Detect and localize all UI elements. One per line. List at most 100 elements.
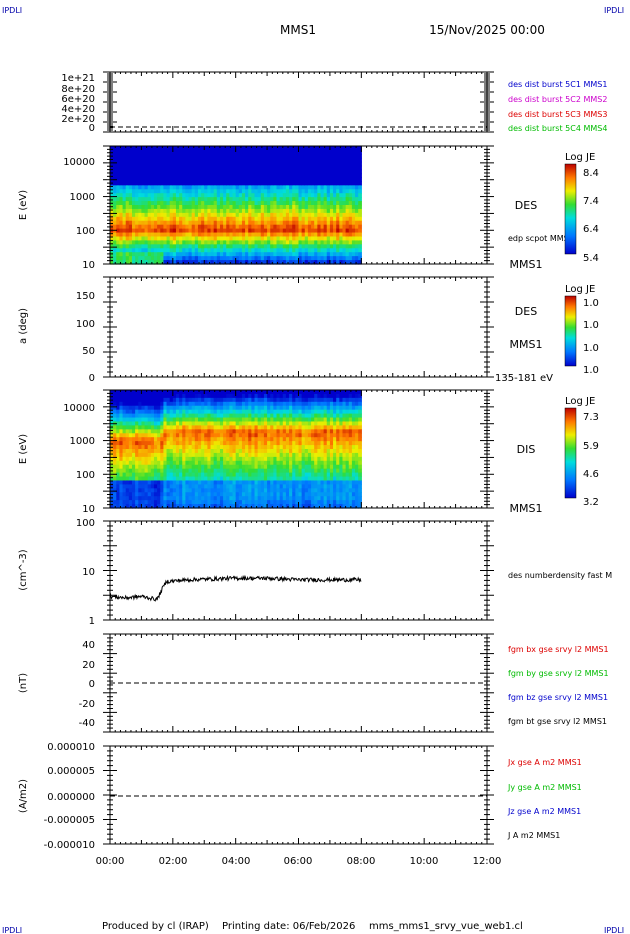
spectrogram-cell: [307, 437, 312, 442]
spectrogram-cell: [201, 429, 205, 434]
spectrogram-cell: [197, 445, 202, 450]
spectrogram-cell: [241, 181, 246, 186]
spectrogram-cell: [128, 173, 133, 179]
spectrogram-cell: [131, 504, 136, 509]
spectrogram-cell: [188, 441, 193, 446]
y-axis-label: a (deg): [18, 308, 29, 344]
spectrogram-cell: [301, 488, 306, 493]
spectrogram-cell: [157, 433, 161, 438]
corner-tag-bottom-right: IPDLI: [604, 926, 624, 934]
spectrogram-cell: [172, 417, 177, 423]
spectrogram-cell: [323, 169, 328, 175]
spectrogram-cell: [226, 216, 230, 222]
spectrogram-cell: [172, 445, 177, 450]
spectrogram-cell: [172, 240, 177, 245]
spectrogram-cell: [153, 193, 158, 198]
spectrogram-cell: [185, 390, 190, 395]
spectrogram-cell: [276, 464, 281, 470]
spectrogram-cell: [351, 212, 356, 218]
spectrogram-cell: [166, 429, 171, 434]
spectrogram-cell: [119, 496, 124, 501]
spectrogram-cell: [270, 452, 274, 458]
spectrogram-cell: [216, 193, 221, 198]
spectrogram-cell: [116, 449, 121, 454]
spectrogram-cell: [226, 472, 230, 478]
spectrogram-cell: [307, 484, 312, 489]
spectrogram-cell: [285, 476, 290, 482]
spectrogram-cell: [223, 146, 227, 151]
spectrogram-cell: [210, 216, 215, 222]
spectrogram-cell: [188, 193, 193, 198]
spectrogram-cell: [213, 193, 218, 198]
spectrogram-cell: [238, 161, 243, 167]
spectrogram-cell: [245, 397, 249, 403]
spectrogram-cell: [326, 472, 331, 478]
spectrogram-cell: [267, 405, 271, 411]
spectrogram-cell: [348, 244, 353, 249]
spectrogram-cell: [270, 205, 274, 210]
spectrogram-cell: [241, 393, 246, 399]
spectrogram-cell: [345, 397, 350, 403]
spectrogram-cell: [194, 409, 199, 415]
spectrogram-cell: [116, 205, 121, 210]
spectrogram-cell: [339, 157, 344, 163]
spectrogram-cell: [210, 256, 215, 261]
spectrogram-cell: [263, 437, 268, 442]
spectrogram-cell: [304, 480, 309, 485]
spectrogram-cell: [323, 181, 328, 186]
spectrogram-cell: [119, 397, 124, 403]
spectrogram-cell: [166, 177, 171, 182]
spectrogram-cell: [311, 429, 315, 434]
spectrogram-cell: [147, 437, 152, 442]
spectrogram-cell: [232, 252, 237, 257]
spectrogram-cell: [254, 212, 259, 218]
spectrogram-cell: [119, 236, 124, 241]
spectrogram-cell: [125, 464, 130, 470]
spectrogram-cell: [270, 492, 274, 497]
colorbar-tick: 6.4: [583, 224, 599, 235]
spectrogram-cell: [138, 500, 143, 505]
spectrogram-cell: [235, 437, 240, 442]
spectrogram-cell: [201, 417, 205, 423]
spectrogram-cell: [125, 205, 130, 210]
spectrogram-cell: [194, 149, 199, 155]
spectrogram-cell: [169, 240, 174, 245]
panel-magnetic-field: (nT) 40 20 0 -20 -40 fgm bx gse srvy l2 …: [18, 633, 609, 733]
spectrogram-cell: [282, 173, 287, 179]
spectrogram-cell: [301, 425, 306, 430]
spectrogram-cell: [219, 433, 224, 438]
spectrogram-cell: [153, 409, 158, 415]
spectrogram-cell: [191, 488, 196, 493]
spectrogram-cell: [317, 201, 322, 206]
spectrogram-cell: [276, 165, 281, 171]
spectrogram-cell: [219, 488, 224, 493]
spectrogram-cell: [157, 437, 161, 442]
spectrogram-cell: [216, 153, 221, 159]
spectrogram-cell: [311, 441, 315, 446]
spectrogram-cell: [119, 492, 124, 497]
spectrogram-cell: [185, 409, 190, 415]
spectrogram-cell: [257, 244, 262, 249]
spectrogram-cell: [314, 476, 318, 482]
spectrogram-cell: [355, 417, 359, 423]
spectrogram-cell: [229, 496, 234, 501]
spectrogram-cell: [213, 480, 218, 485]
spectrogram-cell: [210, 472, 215, 478]
spectrogram-cell: [267, 500, 271, 505]
spectrogram-cell: [223, 405, 227, 411]
spectrogram-cell: [342, 452, 347, 458]
spectrogram-cell: [169, 236, 174, 241]
spectrogram-cell: [232, 165, 237, 171]
spectrogram-cell: [179, 464, 183, 470]
spectrogram-cell: [172, 421, 177, 426]
spectrogram-cell: [329, 153, 334, 159]
spectrogram-cell: [260, 169, 265, 175]
spectrogram-cell: [317, 496, 322, 501]
spectrogram-cell: [122, 449, 127, 454]
spectrogram-cell: [279, 252, 284, 257]
spectrogram-cell: [201, 496, 205, 501]
spectrogram-cell: [311, 472, 315, 478]
colorbar-title: Log JE: [565, 284, 595, 295]
spectrogram-cell: [317, 425, 322, 430]
spectrogram-cell: [260, 228, 265, 234]
